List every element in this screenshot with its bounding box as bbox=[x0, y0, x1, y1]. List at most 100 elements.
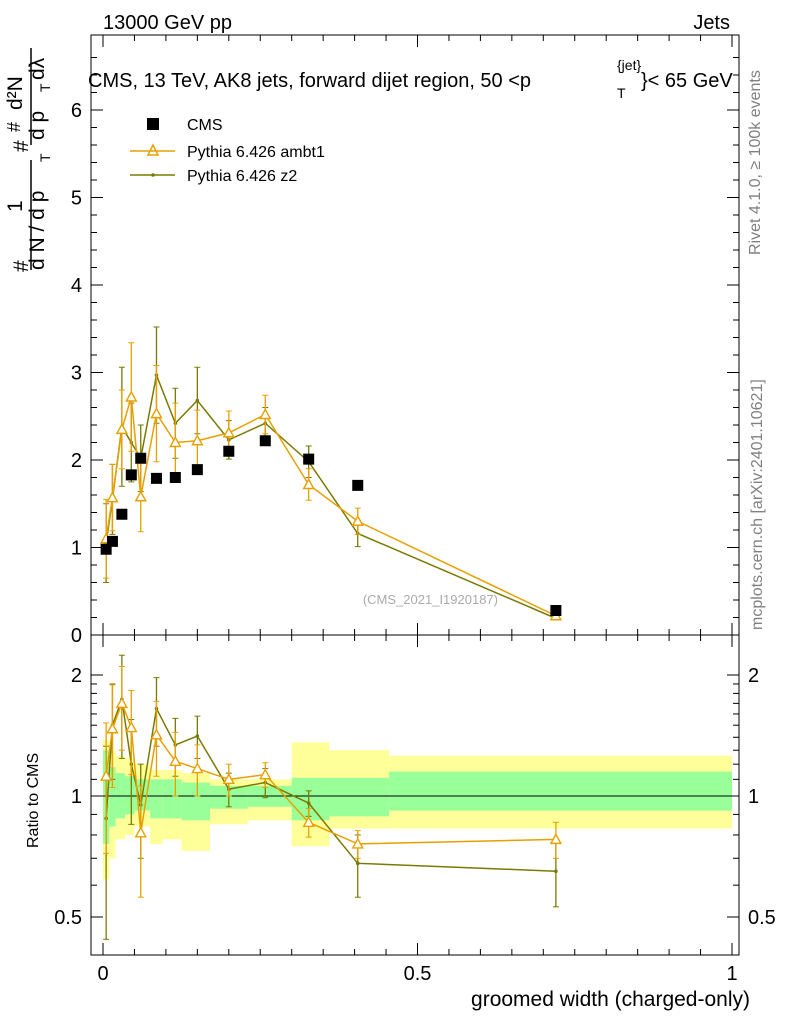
ambt1-point bbox=[191, 434, 204, 446]
ratio-panel-frame bbox=[90, 634, 740, 956]
ambt1-point bbox=[125, 390, 138, 402]
z2-ratio-point bbox=[554, 869, 558, 874]
ambt1-ratio-point bbox=[169, 754, 182, 766]
ambt1-point bbox=[351, 514, 364, 526]
ambt1-ratio-point bbox=[99, 769, 113, 781]
ylabel-d2n: d²N bbox=[4, 76, 27, 110]
legend-z2-label: Pythia 6.426 z2 bbox=[187, 168, 297, 185]
ratio-ytick-label: 2 bbox=[71, 665, 82, 687]
main-data bbox=[99, 326, 563, 621]
cms-point bbox=[550, 605, 562, 616]
main-ytick-label: 4 bbox=[71, 275, 82, 297]
x-axis-label: groomed width (charged-only) bbox=[471, 988, 750, 1011]
cms-point bbox=[116, 508, 128, 520]
ratio-ytick-label: 1 bbox=[71, 786, 82, 808]
ratio-ytick-label-right: 2 bbox=[748, 665, 759, 687]
ratio-band-inner bbox=[389, 771, 732, 811]
ratio-band-inner bbox=[329, 777, 390, 817]
ratio-xtick-label: 0 bbox=[97, 963, 108, 985]
rivet-label: Rivet 4.1.0, ≥ 100k events bbox=[747, 70, 764, 255]
ylabel-one: 1 bbox=[4, 200, 27, 212]
main-ytick-label: 5 bbox=[71, 188, 82, 210]
ratio-xtick-label: 0.5 bbox=[404, 963, 432, 985]
ratio-ytick-label-right: 0.5 bbox=[748, 907, 776, 929]
ambt1-ratio-point bbox=[115, 696, 129, 709]
ambt1-ratio-point bbox=[191, 762, 204, 774]
main-ytick-label: 0 bbox=[71, 625, 82, 647]
cms-point bbox=[223, 445, 235, 457]
z2-point bbox=[195, 398, 200, 403]
cms-point bbox=[303, 453, 315, 465]
ylabel-hash3: # bbox=[4, 122, 24, 132]
z2-ratio-point bbox=[306, 801, 311, 805]
legend-z2-marker bbox=[151, 173, 155, 177]
ratio-y-label: Ratio to CMS bbox=[25, 753, 42, 848]
ambt1-point bbox=[302, 478, 315, 490]
ratio-band-inner bbox=[109, 767, 116, 827]
ylabel-dn-sub: T bbox=[37, 153, 53, 162]
title-sup: {jet} bbox=[617, 57, 641, 73]
cms-point bbox=[259, 435, 271, 447]
ambt1-point bbox=[134, 490, 147, 502]
ambt1-ratio-point bbox=[259, 768, 272, 780]
main-ytick-label: 1 bbox=[71, 538, 82, 560]
header-right: Jets bbox=[693, 12, 730, 34]
ambt1-point bbox=[106, 491, 119, 503]
main-ytick-label: 3 bbox=[71, 363, 82, 385]
ylabel-dn: d N / d p bbox=[26, 191, 49, 270]
legend-ambt1-label: Pythia 6.426 ambt1 bbox=[187, 144, 325, 161]
ambt1-ratio-point bbox=[351, 837, 364, 849]
ylabel-hash2: # bbox=[10, 140, 33, 152]
title-tail: }< 65 GeV bbox=[641, 70, 733, 92]
ambt1-point bbox=[115, 422, 129, 435]
cms-point bbox=[352, 479, 364, 491]
ratio-ytick-label-right: 1 bbox=[748, 786, 759, 808]
ylabel-dlambda: dλ bbox=[26, 57, 49, 80]
ylabel-hash1: # bbox=[10, 260, 33, 272]
ratio-band-inner bbox=[181, 782, 210, 821]
ambt1-ratio-point bbox=[125, 721, 138, 733]
main-ytick-label: 2 bbox=[71, 450, 82, 472]
ratio-band-inner bbox=[162, 779, 182, 819]
ratio-band-inner bbox=[125, 776, 135, 815]
legend-cms-label: CMS bbox=[187, 117, 223, 134]
ambt1-point bbox=[150, 407, 163, 419]
legend-cms-marker bbox=[147, 118, 159, 130]
ambt1-ratio-point bbox=[549, 832, 563, 845]
ambt1-line bbox=[105, 396, 557, 617]
ambt1-point bbox=[222, 426, 235, 438]
cms-point bbox=[135, 452, 147, 464]
main-ytick-label: 6 bbox=[71, 100, 82, 122]
ylabel-dpt: d p bbox=[26, 111, 49, 140]
legend-ambt1-marker bbox=[146, 143, 160, 156]
main-axes: 0 1 2 3 4 5 6 bbox=[71, 35, 739, 647]
ratio-band-inner bbox=[291, 777, 330, 821]
cms-point bbox=[106, 535, 118, 547]
z2-ratio-point bbox=[355, 861, 360, 866]
cms-point bbox=[150, 472, 162, 484]
ambt1-ratio-point bbox=[222, 772, 235, 785]
title-main: CMS, 13 TeV, AK8 jets, forward dijet reg… bbox=[88, 70, 531, 92]
ambt1-ratio-point bbox=[134, 826, 147, 838]
z2-ratio-point bbox=[195, 734, 200, 738]
ratio-xtick-label: 1 bbox=[726, 963, 737, 985]
ambt1-ratio-point bbox=[302, 815, 315, 828]
cms-point bbox=[100, 543, 112, 555]
cms-point bbox=[191, 464, 203, 476]
title-sub: T bbox=[617, 85, 626, 101]
ratio-uncertainty-bands bbox=[91, 739, 739, 880]
mcplots-label: mcplots.cern.ch [arXiv:2401.10621] bbox=[749, 379, 766, 630]
ambt1-point bbox=[169, 436, 182, 448]
plot-title: CMS, 13 TeV, AK8 jets, forward dijet reg… bbox=[88, 57, 733, 101]
ratio-ytick-label: 0.5 bbox=[54, 907, 82, 929]
cms-point bbox=[169, 472, 181, 483]
header-left: 13000 GeV pp bbox=[103, 12, 232, 34]
y-axis-label: # 1 d N / d p T # d²N # d p T dλ bbox=[4, 48, 53, 272]
legend: CMS Pythia 6.426 ambt1 Pythia 6.426 z2 bbox=[130, 117, 325, 185]
ratio-axes: 0.5 0.5 1 1 2 2 0 0.5 1 bbox=[54, 635, 776, 985]
ylabel-dpt-sub: T bbox=[37, 83, 53, 92]
z2-line bbox=[105, 372, 557, 620]
ambt1-point bbox=[259, 408, 272, 420]
cms-point bbox=[125, 469, 137, 481]
